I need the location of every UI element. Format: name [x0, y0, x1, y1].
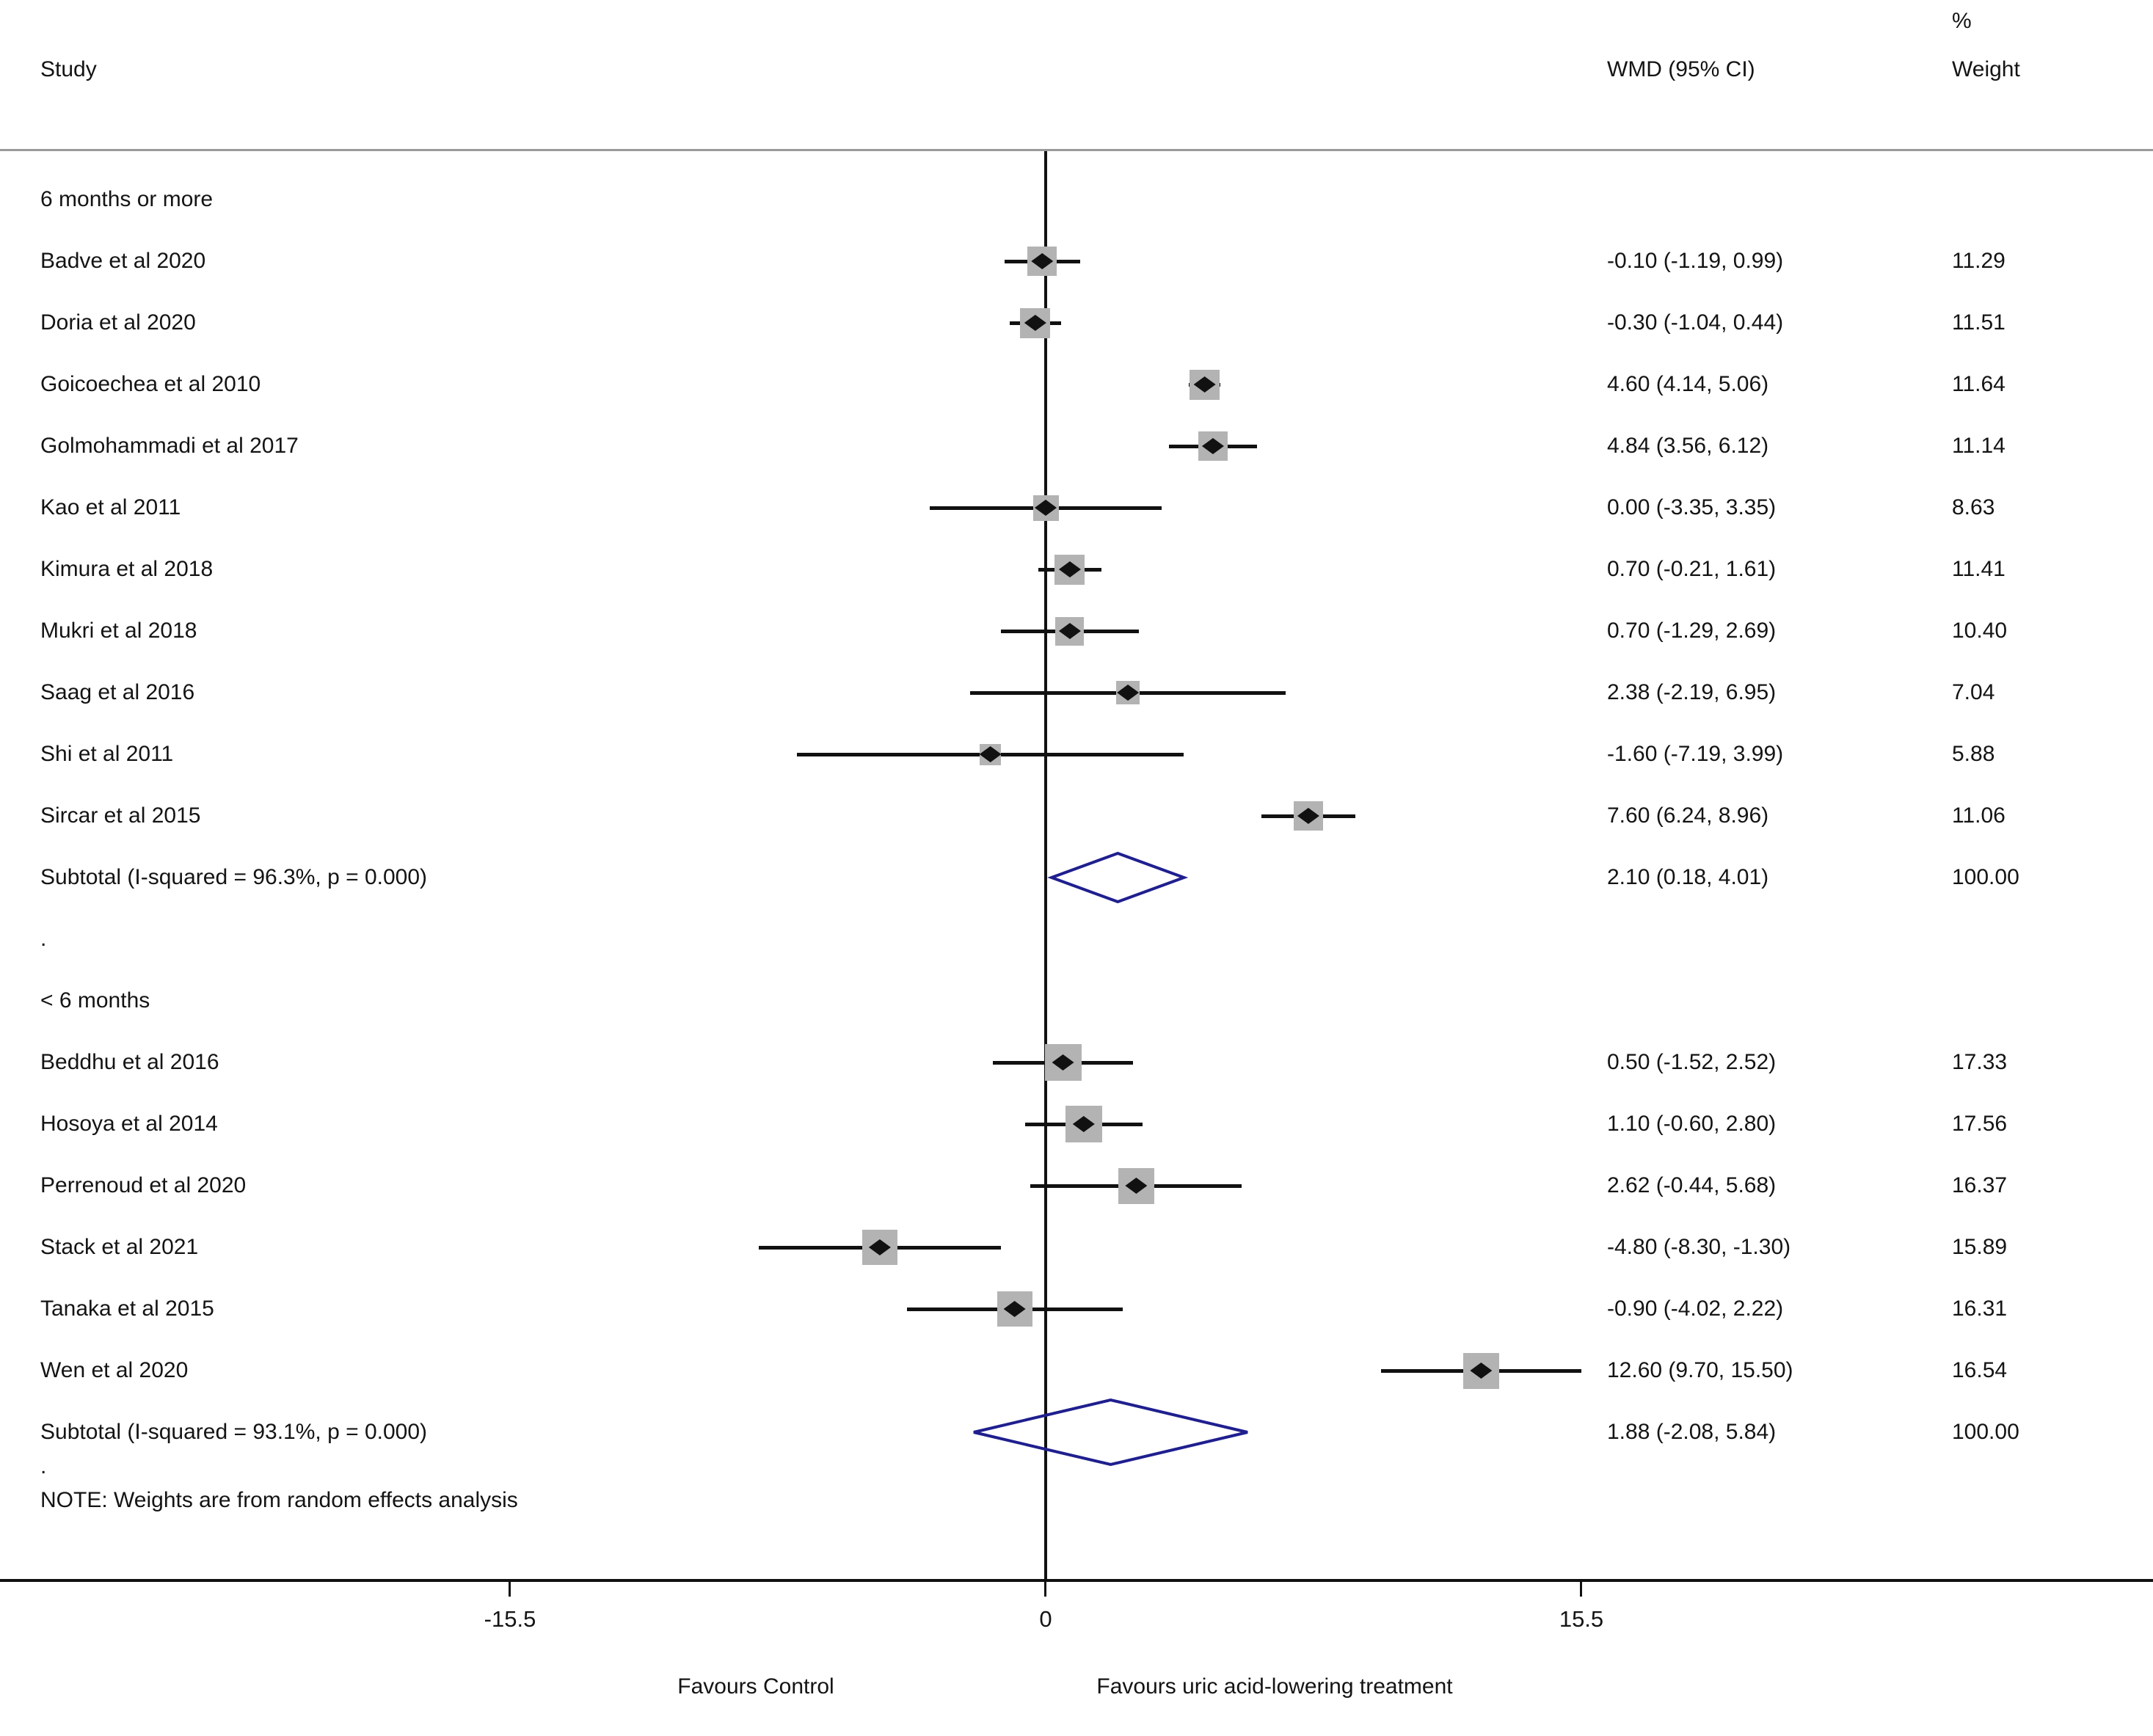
- weight-value: 11.64: [1952, 372, 2006, 396]
- axis-tick-label-pos: 15.5: [1559, 1606, 1604, 1632]
- point-estimate-diamond: [1024, 315, 1046, 331]
- weight-value: 100.00: [1952, 865, 2019, 889]
- favours-control-label: Favours Control: [677, 1674, 834, 1699]
- axis-tick-pos: [1580, 1582, 1582, 1597]
- weight-value: 11.41: [1952, 557, 2006, 581]
- point-estimate-diamond: [1297, 808, 1319, 824]
- wmd-ci-value: 2.62 (-0.44, 5.68): [1607, 1173, 1777, 1197]
- weight-value: 11.51: [1952, 310, 2006, 335]
- zero-line: [1044, 151, 1047, 1579]
- wmd-ci-value: 2.38 (-2.19, 6.95): [1607, 680, 1777, 704]
- weight-value: 17.56: [1952, 1112, 2008, 1136]
- point-estimate-diamond: [1193, 376, 1216, 393]
- study-name: Kao et al 2011: [40, 495, 181, 519]
- wmd-ci-value: 4.60 (4.14, 5.06): [1607, 372, 1769, 396]
- subtotal-diamond: [1047, 851, 1189, 904]
- weight-value: 11.29: [1952, 249, 2006, 273]
- weight-value: 7.04: [1952, 680, 1995, 704]
- weight-value: 17.33: [1952, 1050, 2008, 1074]
- point-estimate-diamond: [1003, 1301, 1026, 1317]
- wmd-ci-value: -0.10 (-1.19, 0.99): [1607, 249, 1784, 273]
- weight-value: 11.14: [1952, 434, 2006, 458]
- point-estimate-diamond: [1035, 500, 1057, 516]
- point-estimate-diamond: [1058, 561, 1081, 577]
- study-name: Kimura et al 2018: [40, 557, 214, 581]
- wmd-column-header: WMD (95% CI): [1607, 57, 1755, 81]
- study-name: Stack et al 2021: [40, 1235, 199, 1259]
- point-estimate-diamond: [979, 746, 1002, 762]
- wmd-ci-value: 0.70 (-0.21, 1.61): [1607, 557, 1777, 581]
- wmd-ci-value: -0.30 (-1.04, 0.44): [1607, 310, 1784, 335]
- weight-value: 11.06: [1952, 803, 2006, 828]
- point-estimate-diamond: [1052, 1054, 1074, 1071]
- weight-value: 5.88: [1952, 742, 1995, 766]
- study-name: Saag et al 2016: [40, 680, 195, 704]
- weight-value: 16.37: [1952, 1173, 2008, 1197]
- axis-tick-label-zero: 0: [1039, 1606, 1052, 1632]
- wmd-ci-value: 1.10 (-0.60, 2.80): [1607, 1112, 1777, 1136]
- study-name: Golmohammadi et al 2017: [40, 434, 299, 458]
- study-name: Sircar et al 2015: [40, 803, 201, 828]
- axis-tick-zero: [1044, 1582, 1046, 1597]
- weight-value: 8.63: [1952, 495, 1995, 519]
- wmd-ci-value: -0.90 (-4.02, 2.22): [1607, 1296, 1784, 1321]
- separator-dot: .: [40, 927, 47, 951]
- group-label: < 6 months: [40, 988, 150, 1013]
- subtotal-label: Subtotal (I-squared = 96.3%, p = 0.000): [40, 865, 428, 889]
- x-axis-line: [0, 1579, 2153, 1582]
- weight-value: 10.40: [1952, 619, 2008, 643]
- point-estimate-diamond: [1470, 1363, 1493, 1379]
- wmd-ci-value: 1.88 (-2.08, 5.84): [1607, 1420, 1777, 1444]
- group-label: 6 months or more: [40, 187, 214, 211]
- separator-dot: .: [40, 1454, 47, 1478]
- wmd-ci-value: 12.60 (9.70, 15.50): [1607, 1358, 1793, 1382]
- study-name: Beddhu et al 2016: [40, 1050, 219, 1074]
- header-divider: [0, 149, 2153, 151]
- subtotal-diamond: [973, 1398, 1248, 1467]
- point-estimate-diamond: [1201, 438, 1224, 454]
- wmd-ci-value: 7.60 (6.24, 8.96): [1607, 803, 1769, 828]
- study-name: Wen et al 2020: [40, 1358, 189, 1382]
- study-column-header: Study: [40, 57, 97, 81]
- point-estimate-diamond: [1072, 1116, 1095, 1132]
- subtotal-label: Subtotal (I-squared = 93.1%, p = 0.000): [40, 1420, 428, 1444]
- weight-column-header: Weight: [1952, 57, 2020, 81]
- weight-percent-header: %: [1952, 9, 1972, 33]
- point-estimate-diamond: [1125, 1178, 1148, 1194]
- wmd-ci-value: 2.10 (0.18, 4.01): [1607, 865, 1769, 889]
- study-name: Mukri et al 2018: [40, 619, 197, 643]
- weight-value: 15.89: [1952, 1235, 2008, 1259]
- axis-tick-label-neg: -15.5: [484, 1606, 536, 1632]
- study-name: Shi et al 2011: [40, 742, 174, 766]
- study-name: Perrenoud et al 2020: [40, 1173, 247, 1197]
- wmd-ci-value: 0.70 (-1.29, 2.69): [1607, 619, 1777, 643]
- wmd-ci-value: 0.50 (-1.52, 2.52): [1607, 1050, 1777, 1074]
- study-name: Tanaka et al 2015: [40, 1296, 214, 1321]
- weight-value: 100.00: [1952, 1420, 2019, 1444]
- point-estimate-diamond: [1031, 253, 1054, 269]
- favours-treatment-label: Favours uric acid-lowering treatment: [1096, 1674, 1453, 1699]
- study-name: Goicoechea et al 2010: [40, 372, 261, 396]
- axis-tick-neg: [509, 1582, 511, 1597]
- study-name: Badve et al 2020: [40, 249, 206, 273]
- point-estimate-diamond: [1058, 623, 1081, 639]
- wmd-ci-value: -1.60 (-7.19, 3.99): [1607, 742, 1784, 766]
- weight-value: 16.54: [1952, 1358, 2008, 1382]
- wmd-ci-value: 4.84 (3.56, 6.12): [1607, 434, 1769, 458]
- study-name: Doria et al 2020: [40, 310, 196, 335]
- wmd-ci-value: 0.00 (-3.35, 3.35): [1607, 495, 1777, 519]
- weight-value: 16.31: [1952, 1296, 2008, 1321]
- point-estimate-diamond: [868, 1239, 891, 1255]
- study-name: Hosoya et al 2014: [40, 1112, 218, 1136]
- wmd-ci-value: -4.80 (-8.30, -1.30): [1607, 1235, 1791, 1259]
- point-estimate-diamond: [1117, 685, 1140, 701]
- note-text: NOTE: Weights are from random effects an…: [40, 1488, 518, 1512]
